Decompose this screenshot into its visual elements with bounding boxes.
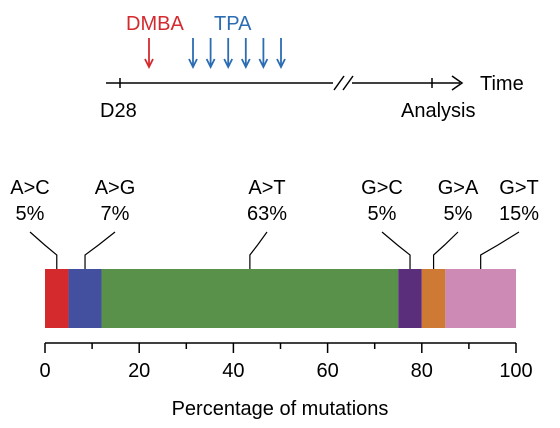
- category-label: A>C: [10, 177, 49, 199]
- category-labels: A>C 5% A>G 7% A>T 63% G>C 5% G>A 5% G>T 15%: [10, 177, 539, 225]
- value-label: 5%: [444, 203, 473, 225]
- bar-segments: [45, 269, 516, 328]
- time-label: Time: [480, 73, 524, 95]
- tpa-arrow-icon: [258, 38, 269, 70]
- bar-segment-g-to-a: [421, 269, 446, 328]
- category-label: G>T: [499, 177, 538, 199]
- x-tick-label: 80: [411, 360, 433, 382]
- x-axis-title: Percentage of mutations: [172, 398, 389, 420]
- bar-segment-g-to-c: [398, 269, 422, 328]
- leader-line: [29, 231, 58, 269]
- tpa-arrow-icon: [276, 38, 286, 70]
- tpa-arrow-icon: [188, 38, 198, 70]
- tpa-label: TPA: [214, 13, 252, 35]
- bar-segment-a-to-g: [68, 269, 102, 328]
- x-tick-label: 60: [316, 360, 338, 382]
- d28-label: D28: [100, 100, 137, 122]
- analysis-label: Analysis: [401, 100, 475, 122]
- category-label: G>C: [361, 177, 403, 199]
- tpa-arrow-icon: [223, 38, 234, 70]
- timeline-arrowhead: [451, 75, 464, 91]
- x-tick-label: 20: [128, 360, 150, 382]
- category-label: A>T: [248, 177, 285, 199]
- bar-segment-g-to-t: [445, 269, 516, 328]
- value-label: 63%: [247, 203, 287, 225]
- leader-line: [381, 231, 411, 269]
- value-label: 5%: [368, 203, 397, 225]
- tpa-arrow-icon: [240, 38, 251, 70]
- leader-line: [480, 231, 520, 269]
- dmba-arrow-icon: [144, 38, 154, 70]
- x-tick-label: 0: [39, 360, 50, 382]
- value-label: 15%: [499, 203, 539, 225]
- chart: A>C 5% A>G 7% A>T 63% G>C 5% G>A 5% G>T 15% 0 20 40 60…: [10, 177, 539, 420]
- bar-segment-a-to-t: [101, 269, 399, 328]
- leader-line: [249, 231, 268, 269]
- tpa-arrow-icon: [205, 38, 216, 70]
- category-label: G>A: [438, 177, 479, 199]
- dmba-label: DMBA: [126, 13, 184, 35]
- bar-segment-a-to-c: [45, 269, 69, 328]
- tpa-arrows: [188, 38, 286, 70]
- leader-lines: [29, 231, 520, 269]
- axis-break-2: [342, 75, 354, 91]
- x-tick-label: 40: [222, 360, 244, 382]
- value-label: 7%: [101, 203, 130, 225]
- dmba-arrow: [144, 38, 154, 70]
- x-tick-label: 100: [499, 360, 532, 382]
- value-label: 5%: [16, 203, 45, 225]
- leader-line: [84, 231, 116, 269]
- category-label: A>G: [95, 177, 136, 199]
- leader-line: [432, 231, 459, 269]
- axis-break-1: [333, 75, 345, 91]
- timeline: DMBA TPA Time D28 Analysis: [100, 13, 524, 122]
- x-axis: 0 20 40 60 80 100: [39, 342, 533, 382]
